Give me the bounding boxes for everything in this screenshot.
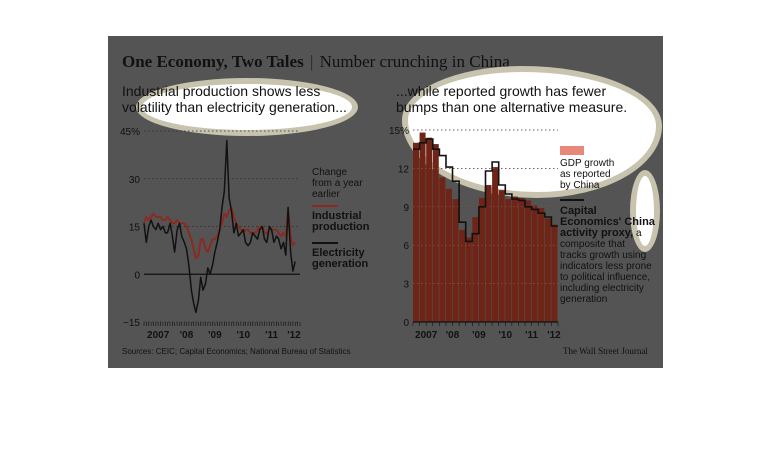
series-step-capital-economics (413, 138, 558, 243)
note-line3: earlier (312, 189, 340, 200)
left-highlight-blob (142, 84, 352, 130)
right-y-tick: 15% (389, 126, 409, 137)
gdp-bar (432, 144, 439, 322)
legend-cap-bold2: Economics' China (560, 216, 655, 228)
gdp-bar (505, 199, 512, 322)
title-bold: One Economy, Two Tales (122, 52, 304, 71)
left-subhead-line2: volatility than electricity generation..… (122, 99, 347, 115)
credit-wsj: The Wall Street Journal (563, 346, 648, 356)
legend-cap-swatch (560, 199, 584, 201)
gdp-bar (492, 167, 499, 322)
right-y-tick: 9 (403, 203, 409, 214)
legend-cap-rest6: including electricity (560, 283, 644, 294)
legend-cap-rest1: a (635, 228, 642, 239)
legend-gdp-swatch (560, 146, 584, 155)
gdp-bar (419, 132, 426, 322)
gdp-bar (445, 188, 452, 322)
gdp-bar (531, 205, 538, 322)
left-y-tick: 30 (129, 175, 141, 186)
legend-el-line2: generation (312, 258, 369, 270)
legend-el-label: Electricity generation (312, 248, 368, 270)
legend-ip-label: Industrial production (312, 211, 369, 233)
legend-ip-line1: Industrial (312, 210, 362, 222)
chart-panel: One Economy, Two Tales | Number crunchin… (108, 36, 663, 368)
gdp-bar (525, 200, 532, 322)
gdp-bar (472, 217, 479, 322)
title-separator: | (309, 52, 314, 71)
left-x-tick: 2007 (147, 330, 170, 341)
sources-note: Sources: CEIC; Capital Economics; Nation… (122, 347, 351, 356)
legend-el-line1: Electricity (312, 247, 365, 259)
gdp-bar (413, 142, 419, 322)
legend-ip-swatch (312, 205, 338, 207)
series-line-electricity-generation (143, 139, 296, 314)
right-subhead: ...while reported growth has fewer bumps… (396, 83, 627, 115)
legend-cap-bold1: Capital (560, 205, 597, 217)
right-y-tick: 6 (403, 241, 409, 252)
gdp-bar (498, 190, 505, 322)
left-x-tick: '12 (287, 330, 301, 341)
left-x-tick: '11 (265, 330, 278, 341)
right-x-tick: '10 (499, 330, 513, 341)
gdp-bar (459, 229, 466, 322)
legend-cap-bold3: activity proxy, (560, 227, 634, 239)
legend-gdp-line3: by China (560, 180, 600, 191)
legend-cap-rest3: tracks growth using (560, 250, 647, 261)
left-x-tick: '08 (180, 330, 194, 341)
right-y-tick: 12 (398, 164, 410, 175)
gdp-bar (518, 197, 525, 322)
legend-gdp-line2: as reported (560, 169, 611, 180)
right-y-tick: 3 (403, 280, 409, 291)
gdp-bar (439, 177, 446, 322)
legend-gdp-line1: GDP growth (560, 158, 615, 169)
gdp-bar (551, 224, 558, 322)
title-subtitle: Number crunching in China (319, 52, 510, 71)
legend-cap-rest5: to political influence, (560, 272, 651, 283)
right-x-tick: '11 (525, 330, 538, 341)
right-y-tick: 0 (403, 318, 409, 329)
legend-ip-line2: production (312, 221, 370, 233)
right-highlight-tail (636, 176, 654, 246)
gdp-bar (426, 137, 433, 322)
gdp-bar (544, 218, 551, 322)
gdp-bar (465, 237, 472, 322)
gdp-bar (478, 197, 485, 322)
note-line2: from a year (312, 178, 363, 189)
gdp-bar (511, 196, 518, 322)
legend-gdp-label: GDP growth as reported by China (560, 158, 614, 191)
gdp-bar (452, 199, 459, 322)
left-subhead-line1: Industrial production shows less (122, 83, 321, 99)
left-y-tick: −15 (123, 318, 140, 329)
right-x-tick: 2007 (415, 330, 438, 341)
gdp-bar (485, 185, 492, 322)
left-x-tick: '09 (208, 330, 222, 341)
right-subhead-line1: ...while reported growth has fewer (396, 83, 607, 99)
legend-cap-rest2: composite that (560, 239, 626, 250)
left-change-note: Change from a year earlier (312, 167, 363, 200)
legend-cap-rest4: indicators less prone (560, 261, 652, 272)
legend-el-swatch (312, 242, 338, 244)
left-y-tick: 15 (129, 223, 141, 234)
note-line1: Change (312, 167, 348, 178)
right-highlight-blob (408, 72, 656, 192)
right-x-tick: '09 (472, 330, 486, 341)
left-y-tick: 45% (120, 127, 140, 138)
right-subhead-line2: bumps than one alternative measure. (396, 99, 628, 115)
right-x-tick: '12 (547, 330, 561, 341)
chart-title: One Economy, Two Tales | Number crunchin… (122, 52, 510, 72)
legend-cap-rest7: generation (560, 294, 608, 305)
gdp-bar (538, 208, 545, 322)
left-subhead: Industrial production shows less volatil… (122, 83, 347, 115)
left-y-tick: 0 (134, 270, 140, 281)
left-x-tick: '10 (237, 330, 251, 341)
right-x-tick: '08 (446, 330, 460, 341)
legend-cap-label: Capital Economics' China activity proxy,… (560, 205, 660, 306)
